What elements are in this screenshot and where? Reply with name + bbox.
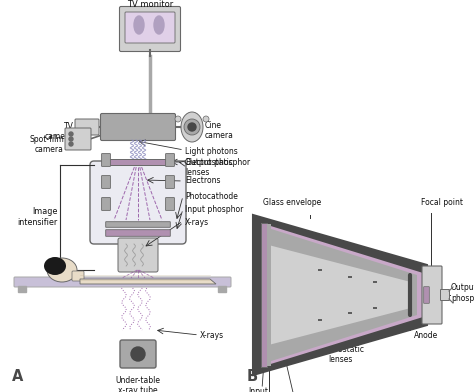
FancyBboxPatch shape — [120, 340, 156, 368]
Text: Light photons: Light photons — [185, 147, 238, 156]
FancyBboxPatch shape — [90, 161, 186, 244]
Polygon shape — [267, 224, 271, 366]
Text: Input phosphor: Input phosphor — [185, 205, 243, 214]
Text: Photocathode: Photocathode — [185, 192, 238, 201]
Text: Anode: Anode — [414, 331, 438, 340]
Text: B: B — [247, 369, 258, 384]
Text: Input
phosphor: Input phosphor — [248, 387, 284, 392]
FancyBboxPatch shape — [125, 12, 175, 43]
Polygon shape — [265, 227, 417, 363]
FancyBboxPatch shape — [106, 230, 170, 236]
Text: TV
camera: TV camera — [45, 122, 74, 142]
Text: Focal point: Focal point — [421, 198, 463, 207]
Text: X-rays: X-rays — [185, 218, 209, 227]
FancyBboxPatch shape — [65, 128, 91, 150]
Polygon shape — [261, 223, 423, 367]
Bar — [18, 286, 26, 292]
Text: TV monitor: TV monitor — [127, 0, 173, 9]
Ellipse shape — [181, 112, 203, 142]
Text: Electrostatic
lenses: Electrostatic lenses — [185, 158, 233, 178]
Text: X-rays: X-rays — [200, 330, 224, 339]
FancyBboxPatch shape — [424, 287, 429, 303]
Text: Image
intensifier: Image intensifier — [18, 207, 58, 227]
FancyBboxPatch shape — [75, 119, 99, 135]
Bar — [218, 286, 226, 292]
FancyBboxPatch shape — [106, 222, 170, 227]
Circle shape — [69, 132, 73, 136]
FancyBboxPatch shape — [14, 277, 231, 287]
Text: Electrons: Electrons — [185, 176, 220, 185]
Polygon shape — [267, 245, 410, 345]
Text: Output phosphor: Output phosphor — [185, 158, 250, 167]
FancyBboxPatch shape — [422, 266, 442, 324]
Polygon shape — [80, 279, 216, 284]
Text: Cine
camera: Cine camera — [205, 121, 234, 140]
FancyBboxPatch shape — [165, 176, 174, 189]
Polygon shape — [261, 223, 267, 367]
Circle shape — [203, 116, 209, 122]
FancyBboxPatch shape — [108, 160, 168, 165]
FancyBboxPatch shape — [101, 176, 110, 189]
FancyBboxPatch shape — [101, 198, 110, 211]
Text: Electrostatic
lenses: Electrostatic lenses — [316, 345, 364, 365]
FancyBboxPatch shape — [440, 290, 449, 301]
FancyBboxPatch shape — [165, 154, 174, 166]
Ellipse shape — [47, 258, 77, 282]
Circle shape — [131, 347, 145, 361]
FancyBboxPatch shape — [119, 7, 181, 51]
Text: Output
phosphor: Output phosphor — [451, 283, 474, 303]
Text: Spot-film
camera: Spot-film camera — [29, 135, 64, 154]
FancyBboxPatch shape — [101, 154, 110, 166]
Circle shape — [69, 142, 73, 146]
Text: Under-table
x-ray tube: Under-table x-ray tube — [116, 376, 161, 392]
Ellipse shape — [44, 257, 66, 275]
Text: A: A — [12, 369, 23, 384]
Ellipse shape — [154, 16, 164, 34]
Circle shape — [175, 116, 181, 122]
FancyBboxPatch shape — [72, 271, 84, 281]
FancyBboxPatch shape — [100, 114, 175, 140]
Circle shape — [188, 123, 196, 131]
Circle shape — [184, 119, 200, 135]
FancyBboxPatch shape — [118, 238, 158, 272]
Ellipse shape — [134, 16, 144, 34]
Text: Glass envelope: Glass envelope — [263, 198, 321, 207]
Circle shape — [69, 137, 73, 141]
FancyBboxPatch shape — [165, 198, 174, 211]
Polygon shape — [253, 215, 427, 375]
